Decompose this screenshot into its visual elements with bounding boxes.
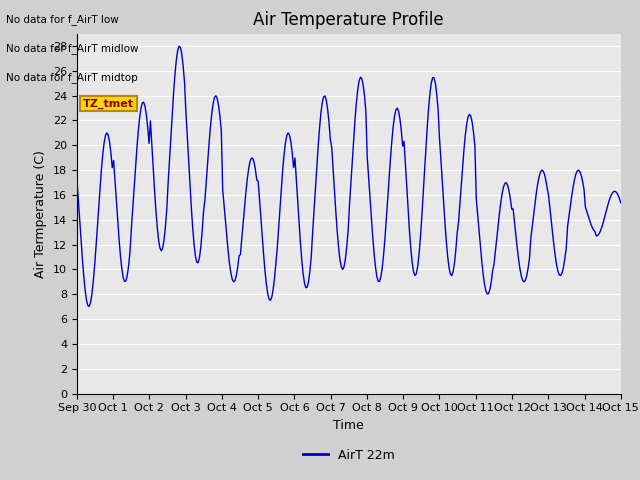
Text: TZ_tmet: TZ_tmet <box>83 98 134 108</box>
Title: Air Temperature Profile: Air Temperature Profile <box>253 11 444 29</box>
Text: No data for f_AirT low: No data for f_AirT low <box>6 14 119 25</box>
Legend: AirT 22m: AirT 22m <box>298 444 399 467</box>
Text: No data for f_AirT midtop: No data for f_AirT midtop <box>6 72 138 83</box>
Y-axis label: Air Termperature (C): Air Termperature (C) <box>35 150 47 277</box>
X-axis label: Time: Time <box>333 419 364 432</box>
Text: No data for f_AirT midlow: No data for f_AirT midlow <box>6 43 139 54</box>
